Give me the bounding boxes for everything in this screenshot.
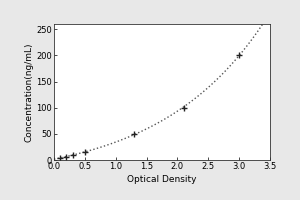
X-axis label: Optical Density: Optical Density	[127, 175, 197, 184]
Y-axis label: Concentration(ng/mL): Concentration(ng/mL)	[24, 42, 33, 142]
